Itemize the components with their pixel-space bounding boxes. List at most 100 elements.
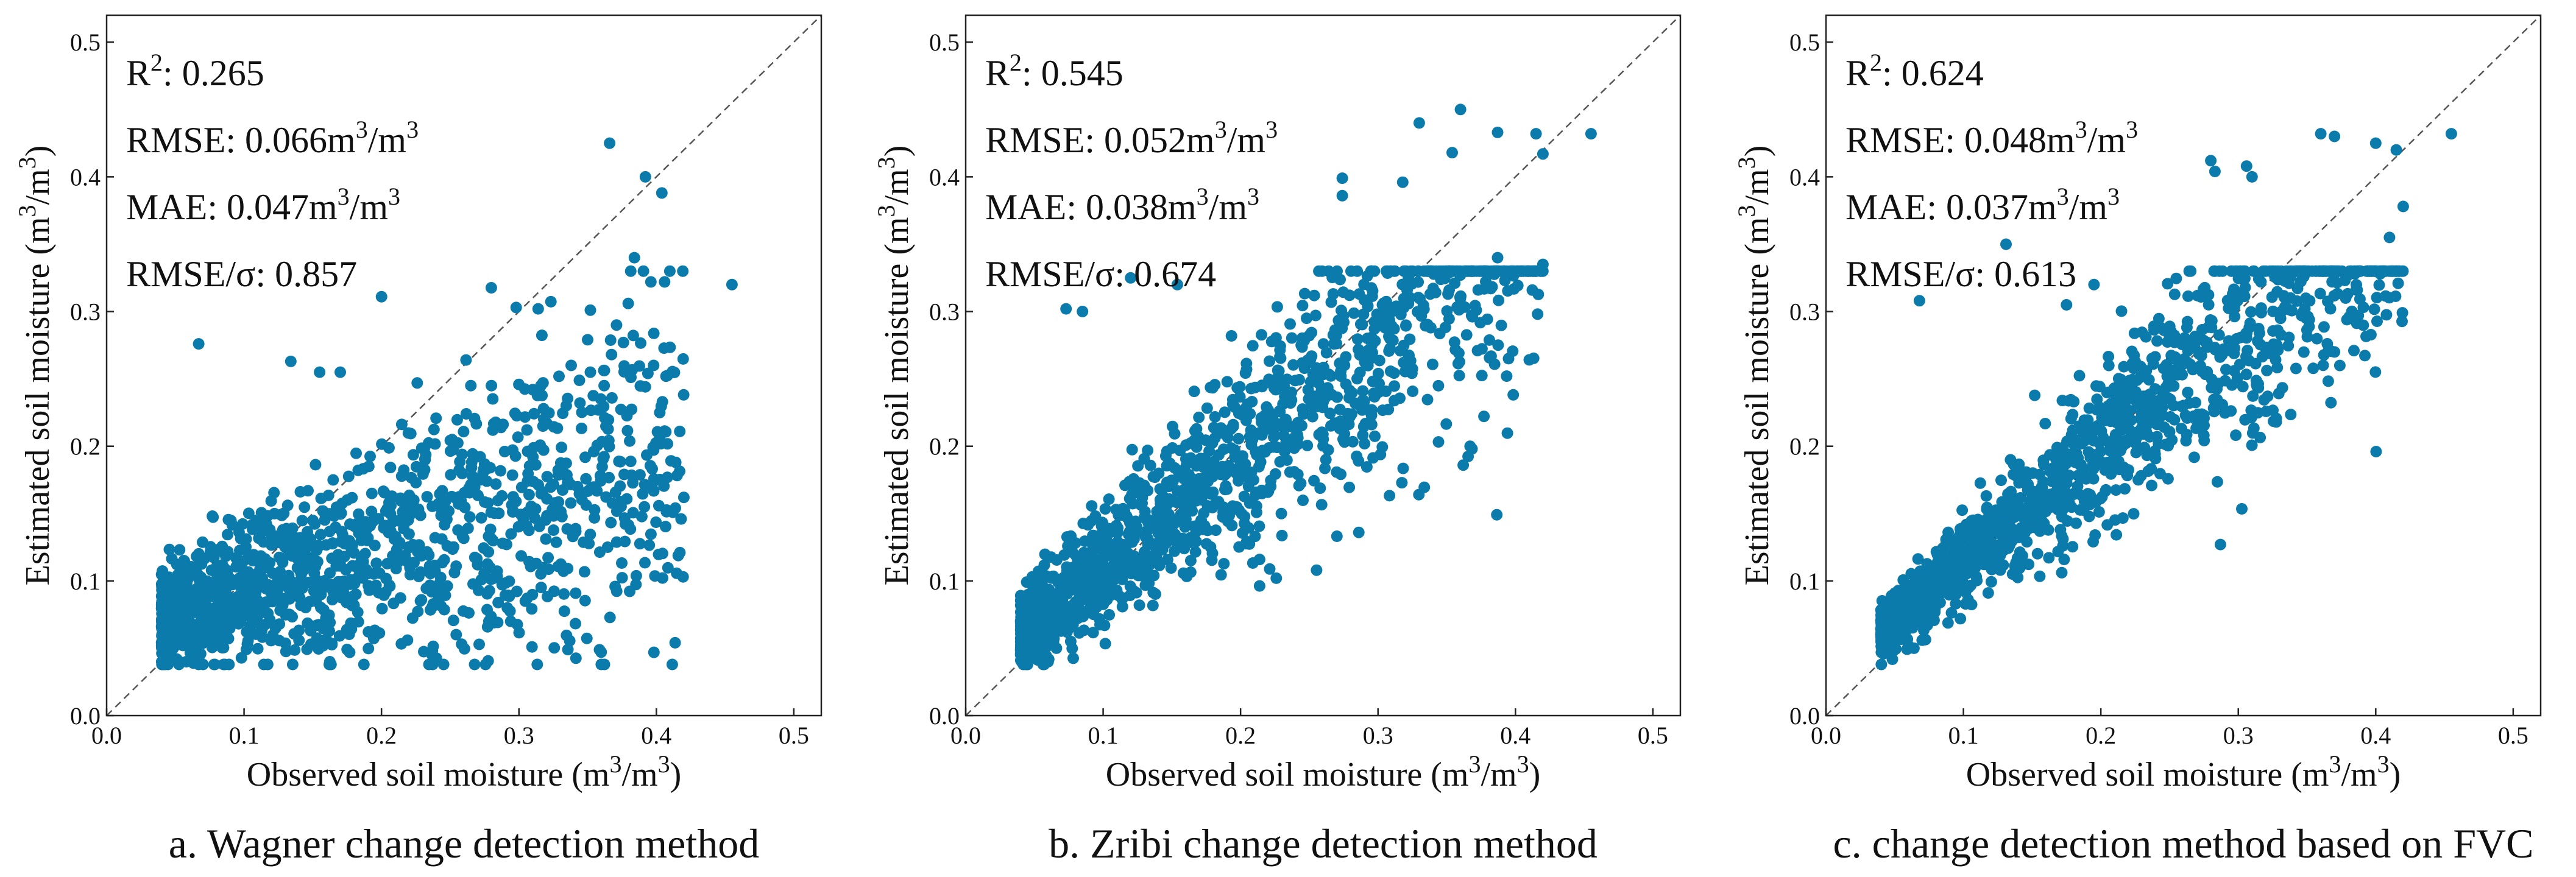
scatter-point [2261,364,2273,376]
scatter-point [495,465,506,477]
scatter-point [2225,265,2237,277]
scatter-point [381,502,394,515]
scatter-point [1069,537,1081,549]
scatter-point [648,646,660,658]
scatter-point [1481,313,1493,325]
scatter-point [226,519,238,531]
scatter-point [1293,374,1305,386]
scatter-point [1036,586,1048,598]
scatter-point [1975,532,1987,544]
scatter-point [384,525,397,537]
scatter-point [2207,402,2220,414]
scatter-point [197,613,210,625]
scatter-point [1265,481,1277,493]
scatter-point [1499,275,1511,286]
scatter-point [1169,462,1181,474]
scatter-point [512,431,524,443]
scatter-point [2130,358,2142,370]
scatter-point [1074,590,1086,602]
scatter-point [1443,313,1455,325]
scatter-point [1078,578,1090,590]
scatter-point [1256,329,1267,341]
scatter-point [609,486,621,498]
scatter-point [2352,265,2365,277]
scatter-point [634,469,646,481]
scatter-point [481,588,494,600]
scatter-point [453,464,465,476]
scatter-point [1247,340,1259,352]
scatter-point [244,590,257,602]
scatter-point [1384,365,1396,378]
scatter-point [1346,435,1359,448]
scatter-point [592,439,604,451]
scatter-point [1263,442,1275,454]
scatter-point [1192,479,1205,491]
scatter-point [669,636,681,649]
scatter-point [2103,351,2115,362]
scatter-point [165,645,177,657]
x-tick-label: 0.5 [2498,722,2528,749]
scatter-point [2229,311,2241,323]
scatter-point [407,539,419,551]
scatter-point [469,658,481,671]
scatter-point [532,303,544,315]
scatter-point [458,532,470,544]
scatter-point [2326,265,2338,277]
x-tick-label: 0.2 [366,722,397,749]
scatter-point [1361,461,1373,473]
scatter-point [1351,450,1363,462]
scatter-point [2209,166,2221,177]
scatter-point [216,559,228,571]
scatter-point [1955,613,1967,625]
scatter-point [196,604,208,616]
scatter-point [642,367,654,379]
scatter-point [344,518,356,530]
y-tick-label: 0.1 [1789,568,1820,595]
scatter-point [1344,410,1356,423]
scatter-point [1056,593,1069,605]
scatter-point [519,595,531,607]
scatter-point [1060,303,1072,315]
scatter-point [1186,505,1198,517]
scatter-point [1880,622,1892,635]
scatter-point [2011,502,2023,514]
scatter-point [1234,381,1246,393]
scatter-point [2115,305,2128,317]
scatter-point [2252,335,2264,347]
scatter-point [465,479,477,491]
scatter-point [2104,403,2116,415]
scatter-point [1336,322,1348,334]
scatter-point [1343,289,1356,301]
scatter-point [2234,358,2246,370]
scatter-point [526,641,538,653]
scatter-point [2246,171,2258,183]
scatter-point [1276,529,1288,541]
scatter-point [1323,265,1335,277]
scatter-point [190,622,202,634]
scatter-point [666,658,678,671]
scatter-point [394,592,406,604]
scatter-point [599,412,611,424]
panel-c: 0.0 0.1 0.2 0.3 0.4 0.50.00.10.20.30.40.5Obse… [1733,14,2542,867]
scatter-point [2130,446,2142,459]
scatter-point [207,511,219,523]
scatter-point [403,489,416,501]
scatter-point [573,375,586,386]
scatter-point [615,501,627,513]
scatter-point [1209,411,1221,423]
scatter-point [1249,530,1261,543]
scatter-point [2252,382,2265,394]
scatter-point [1103,493,1115,505]
scatter-point [1225,330,1237,342]
scatter-point [2116,441,2128,453]
scatter-point [269,622,281,634]
scatter-point [202,592,214,604]
scatter-point [548,585,560,597]
scatter-point [418,646,430,658]
scatter-point [1406,265,1418,277]
scatter-point [1359,438,1371,449]
scatter-point [224,579,236,591]
scatter-point [626,469,638,481]
scatter-point [2240,351,2252,362]
scatter-point [310,619,322,632]
